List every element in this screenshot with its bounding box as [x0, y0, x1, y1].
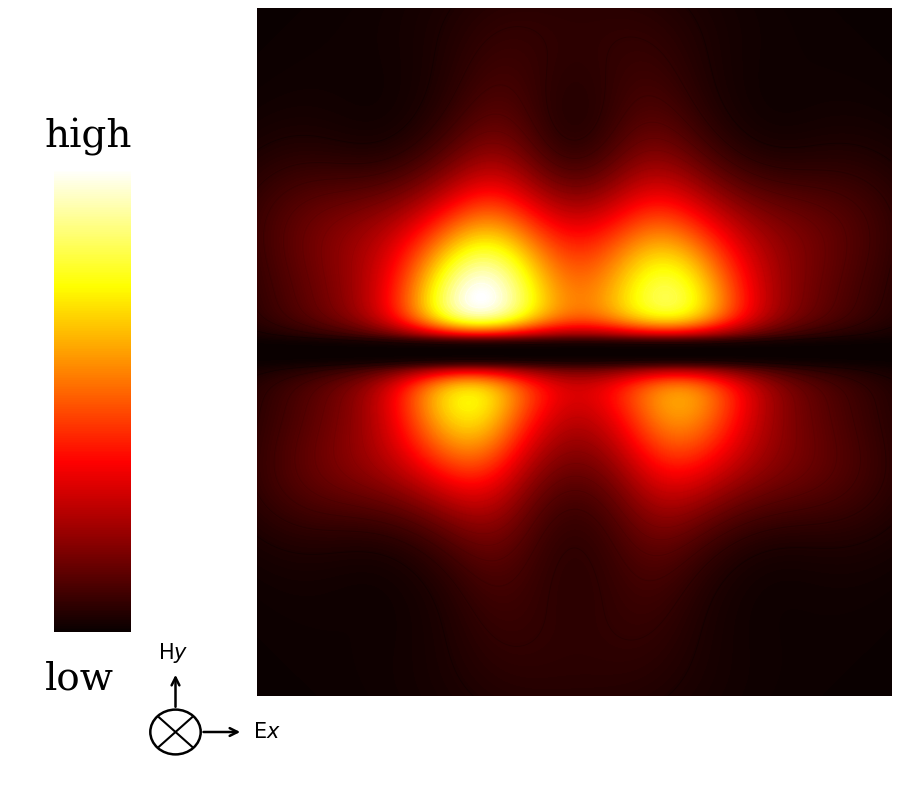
Text: high: high	[45, 118, 132, 156]
Text: E$x$: E$x$	[253, 722, 281, 742]
Text: low: low	[45, 660, 114, 697]
Text: H$y$: H$y$	[158, 642, 188, 666]
